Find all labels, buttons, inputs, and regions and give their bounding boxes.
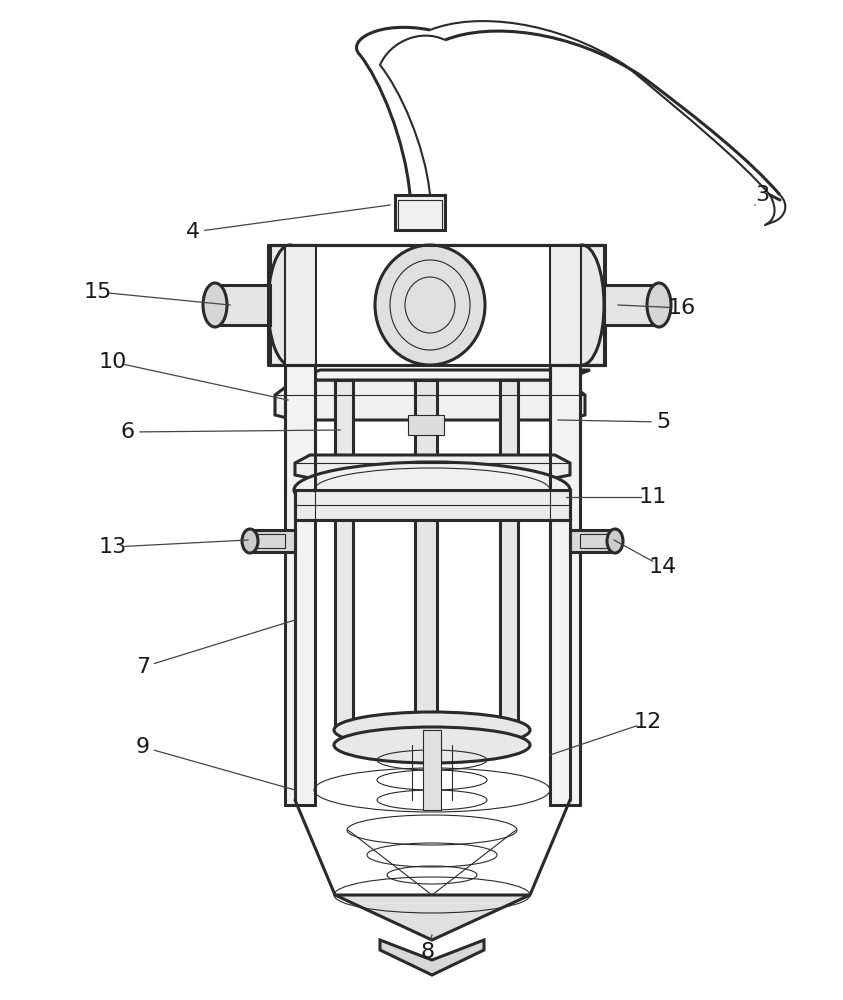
Bar bbox=[250, 530, 295, 552]
Text: 13: 13 bbox=[99, 537, 127, 557]
Text: 10: 10 bbox=[99, 352, 127, 372]
Ellipse shape bbox=[334, 712, 530, 748]
Ellipse shape bbox=[334, 727, 530, 763]
Text: 11: 11 bbox=[639, 487, 667, 507]
Ellipse shape bbox=[268, 245, 312, 365]
Polygon shape bbox=[275, 380, 585, 420]
Bar bbox=[550, 245, 580, 805]
Ellipse shape bbox=[647, 283, 671, 327]
Polygon shape bbox=[285, 245, 315, 365]
Ellipse shape bbox=[203, 283, 227, 327]
Bar bbox=[408, 415, 444, 435]
Text: 15: 15 bbox=[83, 282, 112, 302]
Bar bbox=[215, 285, 270, 325]
Bar bbox=[335, 380, 353, 730]
Bar bbox=[295, 490, 570, 520]
Polygon shape bbox=[380, 940, 484, 975]
Ellipse shape bbox=[375, 245, 485, 365]
Text: 7: 7 bbox=[136, 657, 150, 677]
Text: 5: 5 bbox=[656, 412, 670, 432]
Bar bbox=[500, 380, 518, 730]
Bar bbox=[580, 534, 615, 548]
Ellipse shape bbox=[560, 245, 604, 365]
Polygon shape bbox=[295, 370, 590, 380]
Bar bbox=[395, 195, 445, 230]
Text: 9: 9 bbox=[136, 737, 150, 757]
Ellipse shape bbox=[607, 529, 623, 553]
Bar bbox=[415, 380, 437, 730]
Bar bbox=[398, 200, 442, 230]
Ellipse shape bbox=[294, 462, 570, 518]
Bar bbox=[285, 245, 315, 805]
Text: 4: 4 bbox=[186, 222, 200, 242]
Polygon shape bbox=[295, 455, 570, 478]
Ellipse shape bbox=[242, 529, 258, 553]
Text: 16: 16 bbox=[668, 298, 696, 318]
Bar bbox=[604, 285, 659, 325]
Text: 14: 14 bbox=[649, 557, 677, 577]
Bar bbox=[423, 730, 441, 810]
Polygon shape bbox=[335, 895, 530, 940]
Text: 3: 3 bbox=[755, 185, 769, 205]
Text: 6: 6 bbox=[121, 422, 135, 442]
Text: 8: 8 bbox=[421, 942, 435, 962]
Polygon shape bbox=[550, 245, 580, 365]
Bar bbox=[570, 530, 615, 552]
Text: 12: 12 bbox=[634, 712, 662, 732]
Bar bbox=[250, 534, 285, 548]
Bar bbox=[560, 245, 605, 365]
Bar bbox=[270, 245, 310, 365]
